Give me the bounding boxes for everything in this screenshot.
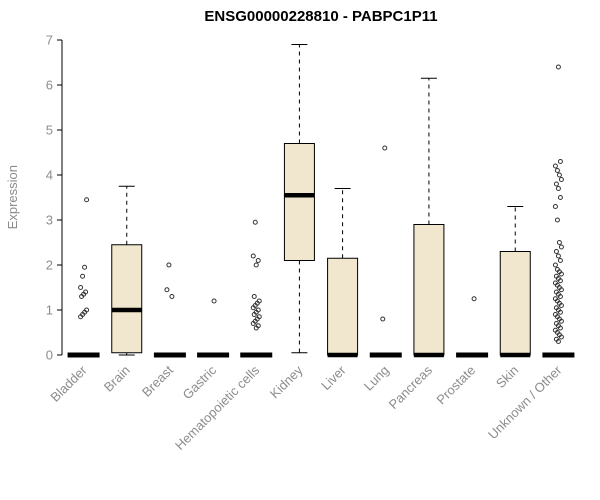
outlier-point <box>557 195 563 200</box>
outlier-point <box>552 262 558 268</box>
box-rect <box>413 224 445 356</box>
outlier-point <box>82 264 88 270</box>
outlier-point <box>164 287 170 293</box>
outlier-point <box>83 289 89 295</box>
outlier-point <box>557 294 563 299</box>
box-group-pancreas: Pancreas <box>386 77 445 412</box>
outlier-point <box>84 197 90 203</box>
x-tick-label: Pancreas <box>386 362 436 412</box>
outlier-point <box>558 287 564 293</box>
x-tick-label: Skin <box>493 363 521 391</box>
outlier-point <box>554 217 560 223</box>
outlier-point <box>557 159 563 164</box>
x-tick-label: Prostate <box>433 363 478 408</box>
outlier-point <box>251 294 257 299</box>
outlier-point <box>255 258 261 263</box>
outlier-point <box>558 271 564 277</box>
y-tick-label: 2 <box>46 258 53 273</box>
box-rect <box>499 251 531 356</box>
x-tick-label: Kidney <box>267 362 306 401</box>
box-group-brain: Brain <box>101 185 143 395</box>
y-tick-label: 1 <box>46 303 53 318</box>
y-axis: 0 1 2 3 4 5 6 7 <box>46 33 63 363</box>
outlier-point <box>558 303 564 308</box>
outlier-point <box>553 181 559 187</box>
box-group-liver: Liver <box>318 188 359 393</box>
outlier-point <box>555 339 561 344</box>
y-tick-label: 7 <box>46 33 53 48</box>
outlier-point <box>380 316 386 322</box>
outlier-point <box>80 273 86 279</box>
outlier-point <box>552 163 558 169</box>
outlier-point <box>555 253 561 259</box>
outlier-point <box>558 244 564 250</box>
outlier-point <box>556 172 562 178</box>
outlier-point <box>553 249 559 254</box>
outlier-point <box>382 145 388 151</box>
outlier-point <box>255 307 261 313</box>
outlier-point <box>250 253 256 259</box>
box-rect <box>111 244 143 354</box>
y-tick-label: 5 <box>46 123 53 138</box>
outlier-point <box>558 334 564 340</box>
outlier-point <box>169 294 175 299</box>
x-tick-label: Unknown / Other <box>485 362 565 442</box>
box-group-skin: Skin <box>493 206 531 391</box>
chart-title: ENSG00000228810 - PABPC1P11 <box>204 8 438 25</box>
box-rect <box>283 143 315 261</box>
outlier-point <box>252 219 258 225</box>
outlier-point <box>211 298 217 304</box>
box-group-lung: Lung <box>361 145 402 394</box>
outlier-point <box>556 240 562 245</box>
box-group-breast: Breast <box>139 262 186 400</box>
outlier-point <box>552 204 558 209</box>
box-group-bladder: Bladder <box>47 197 100 405</box>
outlier-point <box>256 298 262 304</box>
outlier-point <box>557 309 563 315</box>
y-tick-label: 6 <box>46 78 53 93</box>
y-tick-label: 3 <box>46 213 53 228</box>
box-group-gastric: Gastric <box>179 298 230 402</box>
outlier-point <box>78 285 84 290</box>
outlier-point <box>555 64 561 70</box>
outlier-point <box>554 168 560 173</box>
box-rect <box>327 257 359 356</box>
outlier-point <box>557 325 563 331</box>
box-group-hematopoietic-cells: Hematopoietic cells <box>172 219 273 453</box>
box-group-kidney: Kidney <box>267 44 315 401</box>
outlier-point <box>166 262 172 268</box>
outlier-point <box>84 307 90 313</box>
y-tick-label: 4 <box>46 168 53 183</box>
outlier-point <box>255 323 261 329</box>
outlier-point <box>557 258 563 263</box>
outlier-point <box>555 186 561 191</box>
outlier-point <box>471 296 477 302</box>
x-tick-label: Gastric <box>179 362 219 402</box>
outlier-point <box>256 314 262 320</box>
outlier-point <box>558 177 564 182</box>
x-tick-label: Lung <box>361 363 392 394</box>
outlier-point <box>558 318 564 324</box>
outlier-point <box>253 262 259 268</box>
x-tick-label: Liver <box>318 362 349 393</box>
outlier-point <box>557 278 563 284</box>
x-tick-label: Hematopoietic cells <box>172 362 263 453</box>
x-tick-label: Bladder <box>47 362 90 405</box>
x-tick-label: Brain <box>101 363 133 395</box>
x-tick-label: Breast <box>139 362 176 399</box>
y-tick-label: 0 <box>46 348 53 363</box>
